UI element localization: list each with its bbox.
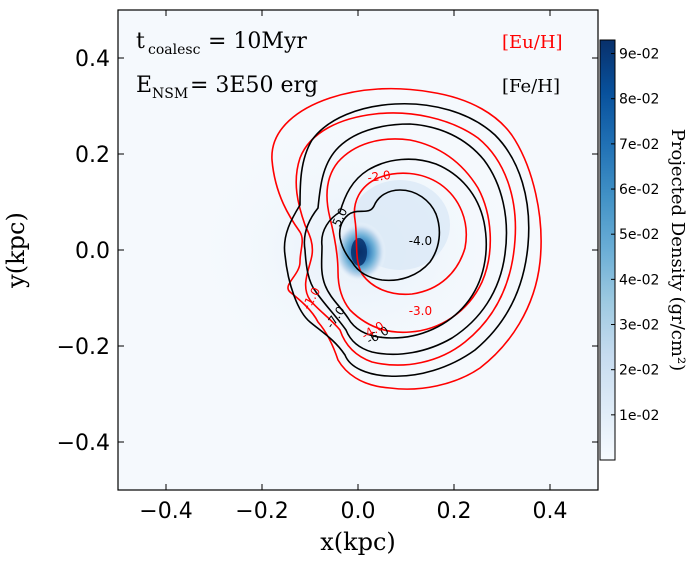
legend: [Eu/H] [Fe/H]	[502, 32, 563, 97]
axis-ticks	[118, 10, 598, 490]
contour-label: -2.0	[366, 168, 391, 185]
eu-contour-core	[353, 172, 467, 296]
energy-subscript: NSM	[152, 86, 188, 102]
eu-contour-outer	[271, 87, 542, 390]
x-tick-label: −0.4	[139, 499, 192, 524]
y-tick-label: 0.4	[75, 47, 110, 72]
eu-contour-mid	[295, 112, 517, 366]
colorbar: 9e-02 8e-02 7e-02 6e-02 5e-02 4e-02 3e-02 2e-02…	[599, 39, 688, 461]
y-tick-label: −0.2	[57, 335, 110, 360]
x-axis-label: x(kpc)	[320, 528, 396, 556]
y-tick-label: −0.4	[57, 431, 110, 456]
eu-contour-inner	[326, 138, 492, 334]
colorbar-tick-label: 8e-02	[619, 92, 659, 108]
x-tick-label: 0.2	[437, 499, 472, 524]
colorbar-tick-label: 5e-02	[619, 227, 659, 243]
time-value: = 10Myr	[208, 29, 307, 54]
colorbar-tick-label: 4e-02	[619, 272, 659, 288]
fe-contour-outer	[283, 102, 530, 378]
colorbar-tick-label: 1e-02	[619, 408, 659, 424]
time-symbol: t	[136, 29, 145, 54]
annotation-time: t coalesc = 10Myr	[136, 29, 307, 58]
energy-value: = 3E50 erg	[190, 73, 318, 98]
colorbar-gradient	[599, 39, 616, 461]
y-tick-labels: 0.4 0.2 0.0 −0.2 −0.4	[57, 47, 110, 456]
x-tick-label: 0.4	[533, 499, 568, 524]
contour-label: -3.0	[409, 304, 432, 318]
annotation-energy: E NSM = 3E50 erg	[136, 73, 318, 102]
x-tick-label: 0.0	[341, 499, 376, 524]
y-tick-label: 0.2	[75, 143, 110, 168]
colorbar-tick-label: 7e-02	[619, 137, 659, 153]
energy-symbol: E	[136, 73, 152, 98]
contour-label: -4.0	[409, 234, 432, 248]
x-tick-labels: −0.4 −0.2 0.0 0.2 0.4	[139, 499, 567, 524]
colorbar-label: Projected Density (gr/cm²)	[667, 129, 688, 371]
colorbar-tick-label: 9e-02	[619, 47, 659, 63]
colorbar-tick-label: 3e-02	[619, 318, 659, 334]
time-subscript: coalesc	[148, 42, 201, 58]
y-axis-label: y(kpc)	[2, 212, 30, 289]
contour-lines	[271, 87, 542, 390]
fe-contour-mid	[303, 123, 508, 356]
legend-entry-fe: [Fe/H]	[502, 76, 560, 97]
fe-contour-inner	[320, 158, 487, 339]
legend-entry-eu: [Eu/H]	[502, 32, 563, 53]
colorbar-ticks: 9e-02 8e-02 7e-02 6e-02 5e-02 4e-02 3e-02 2e-02…	[611, 47, 659, 424]
colorbar-tick-label: 2e-02	[619, 363, 659, 379]
x-tick-label: −0.2	[235, 499, 288, 524]
colorbar-tick-label: 6e-02	[619, 182, 659, 198]
y-tick-label: 0.0	[75, 239, 110, 264]
fe-contour-core	[338, 189, 441, 282]
